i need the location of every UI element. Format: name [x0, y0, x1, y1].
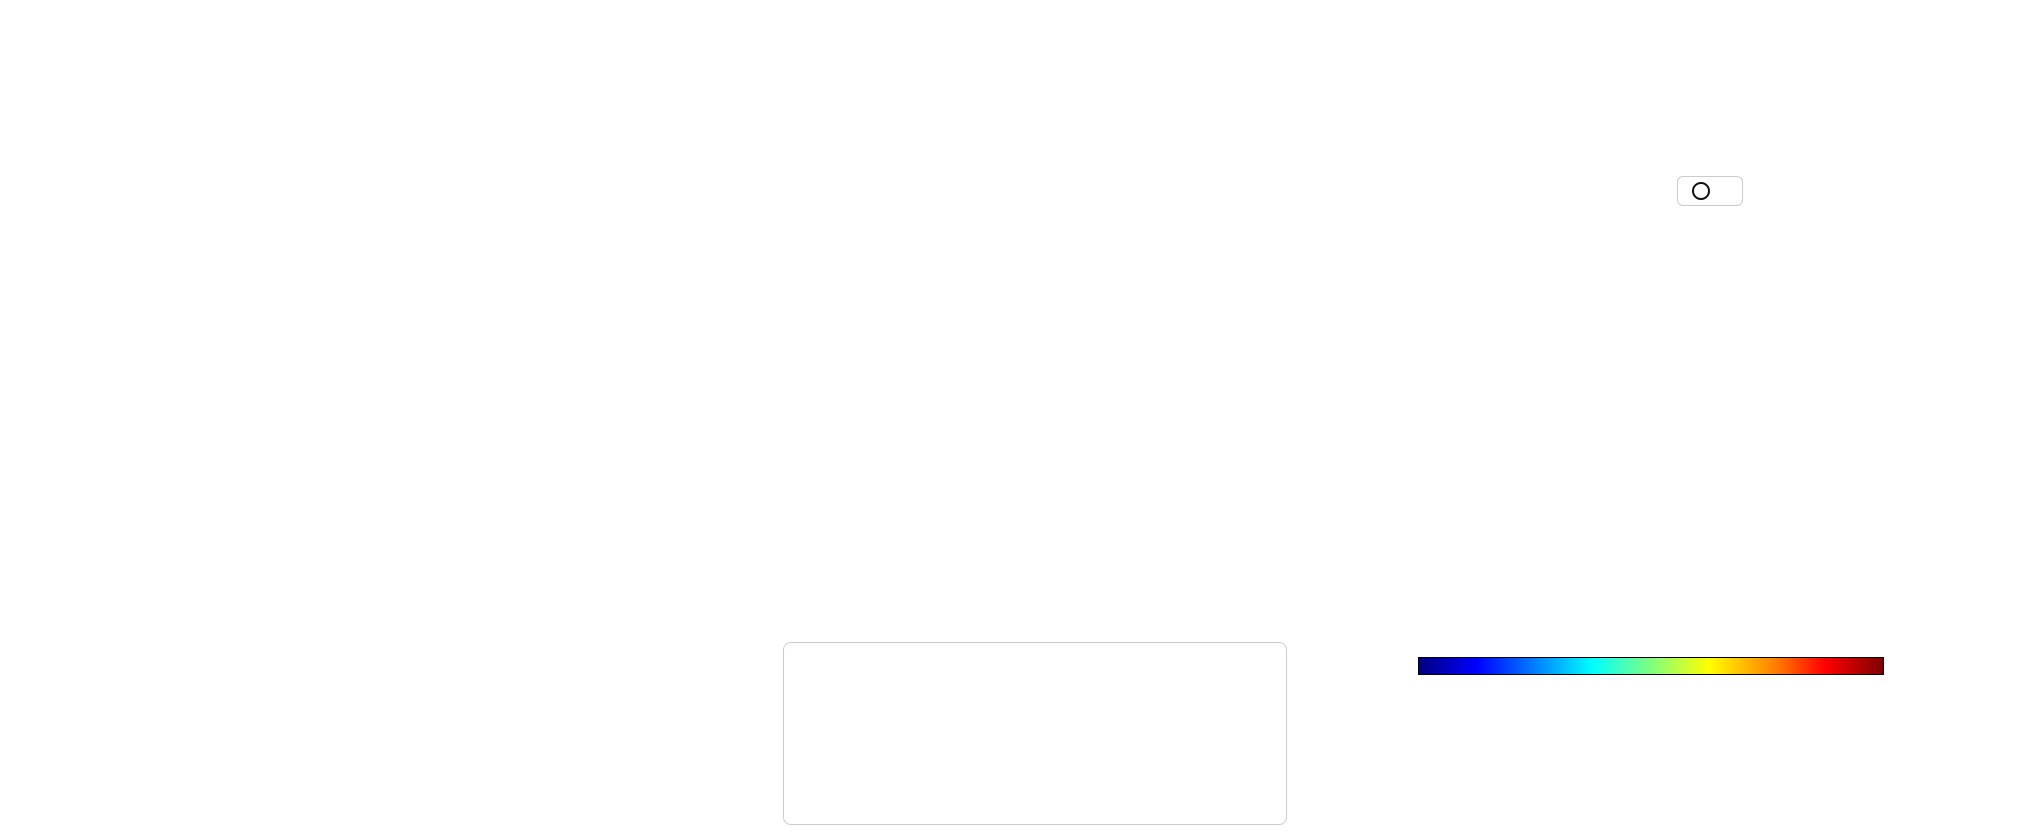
aod-map-legend — [1677, 176, 1743, 206]
trajectory-map — [715, 164, 1302, 588]
aod-map-svg — [1417, 164, 2004, 588]
aod-map — [1417, 164, 2004, 588]
trajectories-legend-grid — [800, 657, 1270, 783]
trajectories-legend — [783, 642, 1287, 825]
aod-colorbar — [1418, 657, 1884, 675]
station-marker-icon — [1692, 182, 1710, 200]
trajectory-map-svg — [715, 164, 1302, 588]
windrose-plot — [3, 100, 603, 728]
